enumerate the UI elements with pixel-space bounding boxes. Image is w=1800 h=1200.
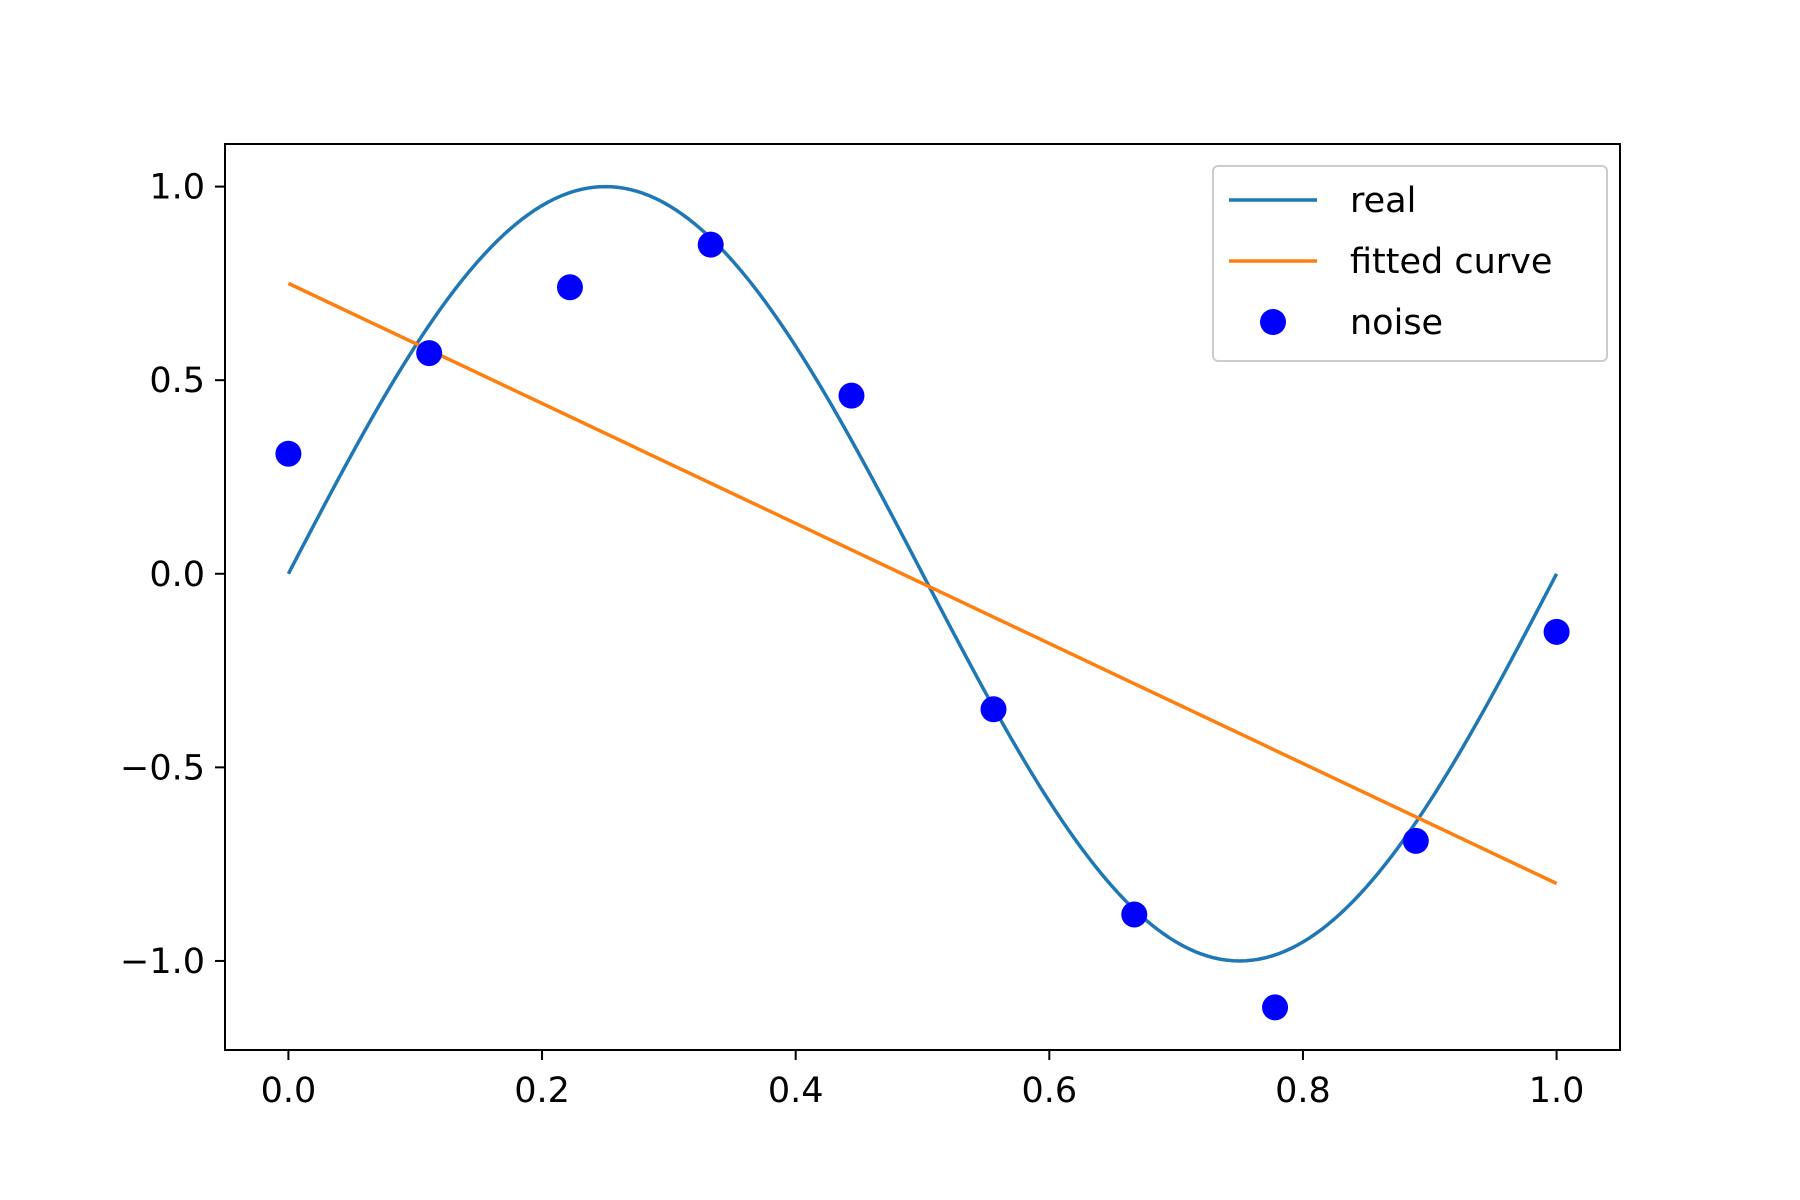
x-tick-label-0: 0.0 <box>261 1071 317 1111</box>
point-noise-4 <box>838 382 865 409</box>
legend-label-real: real <box>1350 181 1416 221</box>
x-axis: 0.0 0.2 0.4 0.6 0.8 1.0 <box>261 1050 1585 1111</box>
legend-swatch-noise <box>1260 309 1286 335</box>
y-tick-label-0: 1.0 <box>149 168 205 208</box>
x-tick-label-2: 0.4 <box>768 1071 824 1111</box>
point-noise-8 <box>1402 827 1429 854</box>
series-layer <box>275 184 1570 1021</box>
x-tick-label-4: 0.8 <box>1275 1071 1331 1111</box>
y-tick-label-4: −1.0 <box>120 942 205 982</box>
point-noise-1 <box>416 340 443 367</box>
y-axis: 1.0 0.5 0.0 −0.5 −1.0 <box>120 168 225 982</box>
axes-frame <box>224 143 1621 1051</box>
y-tick-label-2: 0.0 <box>149 555 205 595</box>
series-line-fitted-curve <box>287 281 1558 886</box>
legend-box <box>1212 165 1608 362</box>
legend-label-fitted-curve: fitted curve <box>1350 242 1552 282</box>
series-line-real <box>286 184 1559 963</box>
point-noise-5 <box>980 696 1007 723</box>
y-tick-label-1: 0.5 <box>149 361 205 401</box>
point-noise-2 <box>556 274 583 301</box>
point-noise-9 <box>1543 618 1570 645</box>
point-noise-6 <box>1121 901 1148 928</box>
x-tick-label-1: 0.2 <box>514 1071 570 1111</box>
legend-label-noise: noise <box>1350 303 1443 343</box>
y-tick-label-3: −0.5 <box>120 748 205 788</box>
x-tick-label-3: 0.6 <box>1021 1071 1077 1111</box>
point-noise-3 <box>697 231 724 258</box>
x-tick-label-5: 1.0 <box>1529 1071 1585 1111</box>
point-noise-0 <box>275 440 302 467</box>
legend: real fitted curve noise <box>1212 165 1608 362</box>
point-noise-7 <box>1262 994 1289 1021</box>
